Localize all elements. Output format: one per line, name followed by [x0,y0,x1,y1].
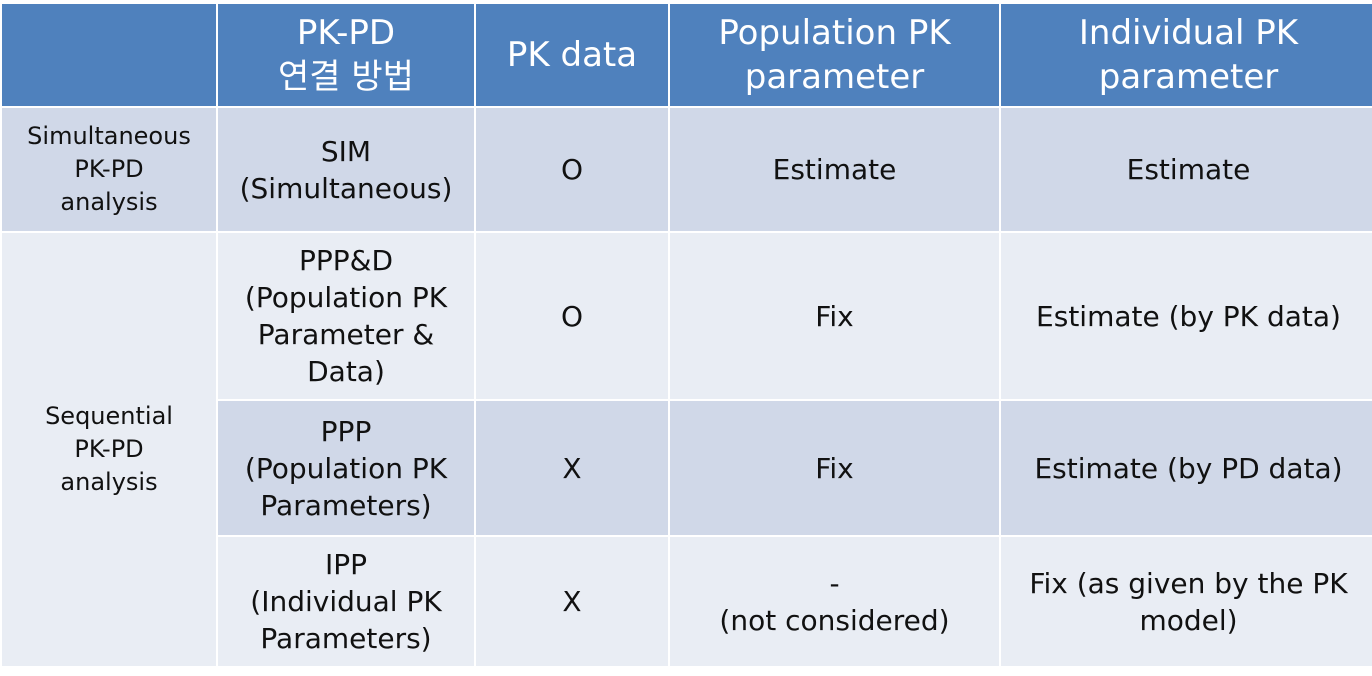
header-individual-pk-parameter: Individual PK parameter [1001,4,1372,106]
comparison-table: PK-PD 연결 방법 PK data Population PK parame… [2,4,1372,666]
row-ppp-individual-pk: Estimate (by PD data) [1001,401,1372,535]
row-ipp-method: IPP (Individual PK Parameters) [218,537,474,666]
row-ipp-individual-pk: Fix (as given by the PK model) [1001,537,1372,666]
row-ppp-method: PPP (Population PK Parameters) [218,401,474,535]
group-label-simultaneous: Simultaneous PK-PD analysis [2,108,216,231]
row-pppd-method: PPP&D (Population PK Parameter & Data) [218,233,474,399]
row-sim-population-pk: Estimate [670,108,999,231]
row-sim-pk-data: O [476,108,668,231]
row-ppp-pk-data: X [476,401,668,535]
header-pk-data: PK data [476,4,668,106]
row-pppd-pk-data: O [476,233,668,399]
row-ipp-pk-data: X [476,537,668,666]
row-pppd-individual-pk: Estimate (by PK data) [1001,233,1372,399]
header-population-pk-parameter: Population PK parameter [670,4,999,106]
row-sim-method: SIM (Simultaneous) [218,108,474,231]
row-pppd-population-pk: Fix [670,233,999,399]
header-link-method: PK-PD 연결 방법 [218,4,474,106]
header-corner-cell [2,4,216,106]
row-sim-individual-pk: Estimate [1001,108,1372,231]
row-ipp-population-pk: - (not considered) [670,537,999,666]
group-label-sequential: Sequential PK-PD analysis [2,233,216,666]
row-ppp-population-pk: Fix [670,401,999,535]
